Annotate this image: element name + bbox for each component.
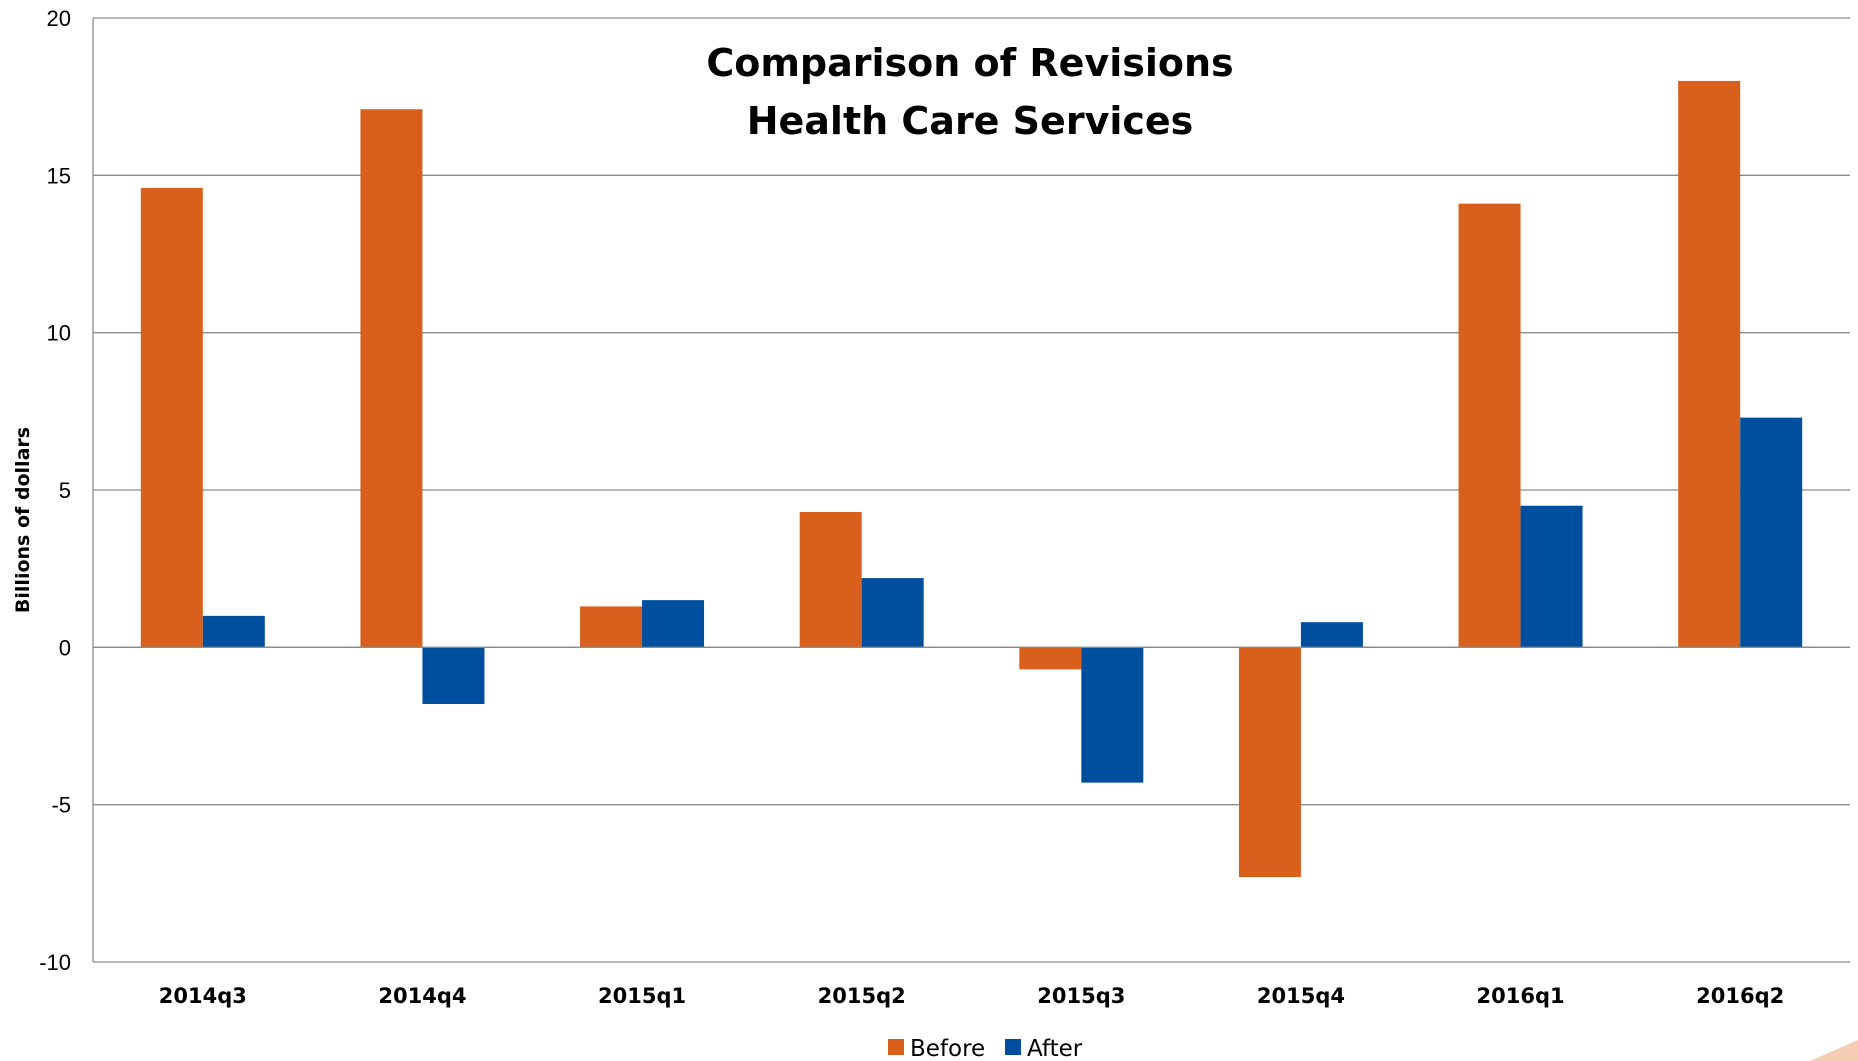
legend-label-after: After [1027,1036,1083,1061]
bar-before-2016q1 [1458,203,1521,648]
bar-after-2015q1 [642,600,705,648]
bar-after-2016q2 [1740,417,1803,648]
x-tick-label: 2016q1 [1477,984,1565,1008]
legend-swatch-before [888,1039,904,1055]
y-axis-title: Billions of dollars [12,427,34,613]
bars [140,80,1803,878]
bar-before-2014q4 [360,109,423,648]
x-tick-label: 2015q2 [818,984,906,1008]
chart-title-line-1: Comparison of Revisions [706,41,1233,85]
x-tick-label: 2014q4 [378,984,466,1008]
bar-after-2016q1 [1520,505,1583,648]
bar-before-2015q1 [580,606,643,648]
bar-before-2014q3 [140,187,203,648]
bar-after-2015q4 [1300,622,1363,648]
bar-before-2015q2 [799,512,862,648]
x-tick-label: 2016q2 [1696,984,1784,1008]
y-tick-label: -5 [51,793,71,818]
x-tick-label: 2015q4 [1257,984,1345,1008]
bar-after-2014q3 [202,615,265,648]
axes [92,18,1850,962]
y-tick-label: -10 [39,950,71,975]
legend-label-before: Before [910,1036,985,1061]
bar-after-2015q2 [861,578,924,648]
y-tick-label: 20 [47,6,71,31]
bar-after-2014q4 [422,647,485,704]
x-tick-labels: 2014q3 2014q4 2015q1 2015q2 2015q3 2015q4 2016… [159,984,1784,1008]
y-tick-label: 15 [47,163,71,188]
legend: Before After [888,1036,1083,1061]
bar-after-2015q3 [1081,647,1144,783]
corner-accent-decoration [1810,1040,1858,1061]
y-tick-label: 5 [59,478,71,503]
y-tick-label: 0 [59,635,71,660]
legend-swatch-after [1005,1039,1021,1055]
bar-before-2015q4 [1238,647,1301,878]
chart-title-line-2: Health Care Services [747,99,1194,143]
bar-before-2015q3 [1019,647,1082,670]
x-tick-label: 2014q3 [159,984,247,1008]
x-tick-label: 2015q1 [598,984,686,1008]
gridlines [93,17,1850,963]
x-tick-label: 2015q3 [1037,984,1125,1008]
bar-before-2016q2 [1678,80,1741,648]
chart-title: Comparison of Revisions Health Care Serv… [706,41,1233,143]
y-tick-label: 10 [47,321,71,346]
y-tick-labels: -10 -5 0 5 10 15 20 [39,6,71,975]
